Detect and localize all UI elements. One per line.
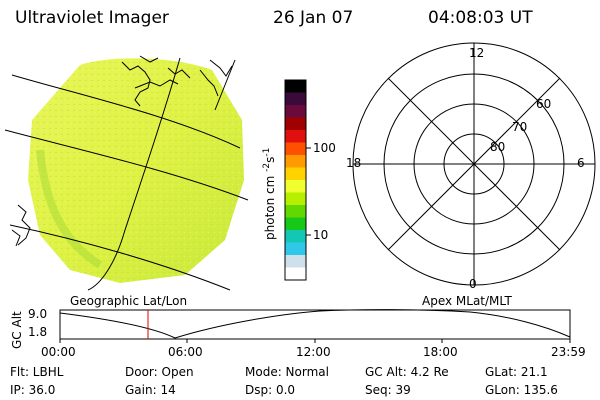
altitude-curve [59, 309, 571, 339]
colorbar-band [285, 130, 306, 143]
glat-info: GLat: 21.1 [485, 365, 548, 379]
colorbar-band [285, 92, 306, 106]
colorbar-band [285, 242, 306, 256]
time-label: 04:08:03 UT [428, 8, 533, 28]
mode-info: Mode: Normal [245, 365, 329, 379]
colorbar-frame [284, 79, 307, 281]
colorbar-band [285, 80, 306, 93]
mlt-label-18: 18 [346, 156, 362, 170]
mlt-label-6: 6 [577, 156, 585, 170]
xtick-1200: 12:00 [296, 345, 331, 359]
date-label: 26 Jan 07 [273, 8, 354, 28]
geographic-map [4, 55, 249, 291]
xtick-1800: 18:00 [423, 345, 458, 359]
polar-grid [352, 42, 596, 286]
door-info: Door: Open [125, 365, 194, 379]
mlt-label-0: 0 [469, 277, 477, 291]
colorbar-band [285, 255, 306, 268]
colorbar [285, 80, 306, 281]
colorbar-tick-100: 100 [313, 141, 336, 155]
colorbar-band [285, 167, 306, 181]
colorbar-band [285, 230, 306, 243]
apex-label: Apex MLat/MLT [422, 294, 512, 308]
mlat-label-80: 80 [490, 140, 506, 154]
dsp-info: Dsp: 0.0 [245, 383, 296, 397]
colorbar-band [285, 267, 306, 281]
altitude-plot-frame [59, 309, 571, 340]
coastline-lines [11, 55, 233, 247]
colorbar-band [285, 192, 306, 206]
colorbar-band [285, 117, 306, 131]
colorbar-band [285, 205, 306, 218]
colorbar-band [285, 180, 306, 193]
seq-info: Seq: 39 [365, 383, 411, 397]
altitude-ylabel: GC Alt [10, 311, 24, 349]
altitude-plot [59, 309, 571, 343]
filter-info: Flt: LBHL [10, 365, 64, 379]
xtick-2359: 23:59 [551, 345, 586, 359]
colorbar-unit-label: photon cm -2s-1 [262, 147, 277, 240]
colorbar-band [285, 105, 306, 118]
glon-info: GLon: 135.6 [485, 383, 558, 397]
xtick-0600: 06:00 [168, 345, 203, 359]
gc-alt-info: GC Alt: 4.2 Re [365, 365, 449, 379]
colorbar-band [285, 142, 306, 156]
xtick-0000: 00:00 [41, 345, 76, 359]
altitude-ytick-top: 9.0 [28, 307, 48, 321]
mlat-label-60: 60 [536, 97, 552, 111]
colorbar-band [285, 155, 306, 168]
mlat-label-70: 70 [512, 120, 528, 134]
colorbar-band [285, 217, 306, 231]
ip-info: IP: 36.0 [10, 383, 56, 397]
altitude-ytick-bottom: 1.8 [28, 325, 48, 339]
gain-info: Gain: 14 [125, 383, 176, 397]
geographic-label: Geographic Lat/Lon [70, 294, 188, 308]
latlon-grid [4, 57, 249, 291]
mlt-label-12: 12 [469, 46, 485, 60]
app-title: Ultraviolet Imager [15, 8, 169, 28]
colorbar-tick-10: 10 [313, 228, 329, 242]
